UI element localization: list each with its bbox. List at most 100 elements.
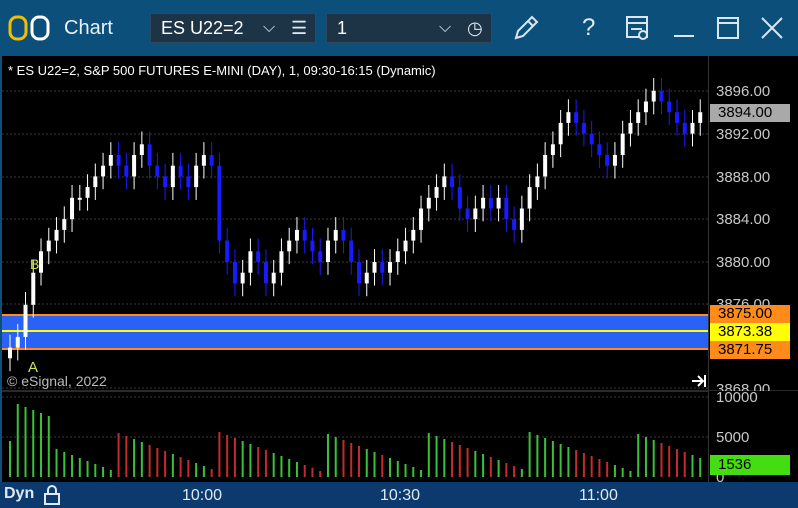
- candle-body: [403, 240, 408, 252]
- volume-bar: [280, 456, 283, 477]
- current-volume-flag: 1536: [710, 455, 790, 475]
- candle-body: [217, 165, 222, 241]
- time-label: 10:00: [182, 487, 223, 504]
- chart-panel[interactable]: [2, 56, 798, 506]
- volume-bar: [474, 451, 477, 477]
- candle-body: [132, 155, 137, 177]
- volume-bar: [505, 463, 508, 477]
- candle-body: [294, 229, 299, 241]
- candle-body: [310, 240, 315, 252]
- volume-bar: [551, 441, 554, 477]
- minimize-icon[interactable]: [670, 14, 698, 42]
- candle-body: [434, 187, 439, 198]
- interval-value: 1: [337, 18, 348, 38]
- volume-bar: [590, 456, 593, 477]
- candle-body: [512, 219, 517, 230]
- candle-body: [116, 155, 121, 166]
- time-label: 10:30: [380, 487, 421, 504]
- zone-mid-flag: 3873.38: [710, 323, 790, 341]
- volume-bar: [668, 446, 671, 477]
- volume-bar: [295, 462, 298, 477]
- candle-body: [70, 197, 75, 220]
- volume-bar: [567, 447, 570, 477]
- close-icon[interactable]: [758, 14, 786, 42]
- candle-body: [473, 208, 478, 220]
- volume-bar: [489, 457, 492, 477]
- volume-bar: [156, 448, 159, 477]
- volume-bar: [148, 445, 151, 477]
- window-title: Chart: [64, 17, 113, 39]
- volume-bar: [233, 438, 236, 477]
- maximize-icon[interactable]: [714, 14, 742, 42]
- price-tick: 3884.00: [716, 211, 771, 228]
- volume-bar: [606, 462, 609, 477]
- candle-body: [225, 240, 230, 262]
- candle-body: [605, 155, 610, 166]
- chevron-down-icon[interactable]: ⌵: [439, 19, 452, 36]
- volume-bar: [629, 471, 632, 477]
- candle-body: [612, 155, 617, 166]
- candle-body: [426, 197, 431, 209]
- candle-body: [271, 272, 276, 284]
- volume-bar: [513, 466, 516, 477]
- candle-body: [31, 272, 36, 305]
- candle-body: [457, 187, 462, 209]
- list-icon[interactable]: ☰: [291, 18, 308, 38]
- candle-body: [659, 90, 664, 102]
- candle-body: [519, 208, 524, 230]
- page-settings-icon[interactable]: [624, 14, 652, 42]
- chevron-down-icon[interactable]: ⌵: [263, 19, 276, 36]
- scroll-to-end-icon[interactable]: [690, 373, 708, 389]
- volume-bar: [187, 460, 190, 477]
- volume-bar: [598, 459, 601, 477]
- volume-bar: [311, 468, 314, 477]
- candle-body: [333, 229, 338, 241]
- time-axis[interactable]: Dyn 10:00 10:30 11:00: [0, 482, 798, 508]
- volume-bar: [63, 452, 66, 477]
- candle-body: [504, 197, 509, 220]
- volume-bar: [652, 440, 655, 477]
- candle-body: [550, 144, 555, 155]
- volume-bar: [497, 460, 500, 477]
- pencil-icon[interactable]: [510, 12, 542, 44]
- candle-body: [93, 176, 98, 188]
- candle-body: [155, 165, 160, 177]
- volume-bar: [109, 470, 112, 477]
- volume-bar: [613, 465, 616, 477]
- candle-body: [77, 197, 82, 200]
- price-tick: 3896.00: [716, 83, 771, 100]
- candle-body: [589, 133, 594, 145]
- volume-bar: [94, 464, 97, 477]
- volume-bar: [319, 471, 322, 477]
- help-icon[interactable]: ?: [582, 14, 596, 41]
- candle-body: [124, 165, 129, 177]
- volume-bar: [350, 443, 353, 477]
- volume-bar: [427, 433, 430, 477]
- price-tick: 3892.00: [716, 126, 771, 143]
- volume-bar: [78, 458, 81, 477]
- interval-input[interactable]: 1 ⌵ ◷: [326, 13, 492, 43]
- volume-bar: [404, 464, 407, 477]
- volume-bar: [520, 469, 523, 477]
- lock-icon[interactable]: [42, 484, 62, 506]
- volume-bar: [373, 452, 376, 477]
- volume-bar: [637, 434, 640, 477]
- volume-tick: 0: [716, 469, 725, 486]
- candle-body: [15, 336, 20, 348]
- candle-body: [643, 101, 648, 113]
- clock-icon[interactable]: ◷: [467, 18, 483, 38]
- candle-body: [263, 262, 268, 284]
- volume-bar: [32, 410, 35, 477]
- symbol-input[interactable]: ES U22=2 ⌵ ☰: [150, 13, 316, 43]
- last-price-flag: 3894.00: [710, 104, 790, 122]
- candle-body: [279, 251, 284, 273]
- candle-body: [543, 155, 548, 177]
- volume-bar: [644, 437, 647, 477]
- volume-bar: [381, 455, 384, 477]
- candle-body: [23, 304, 28, 337]
- candle-body: [364, 272, 369, 284]
- volume-bar: [264, 450, 267, 477]
- volume-bar: [257, 447, 260, 477]
- dynamic-mode-label[interactable]: Dyn: [4, 485, 35, 502]
